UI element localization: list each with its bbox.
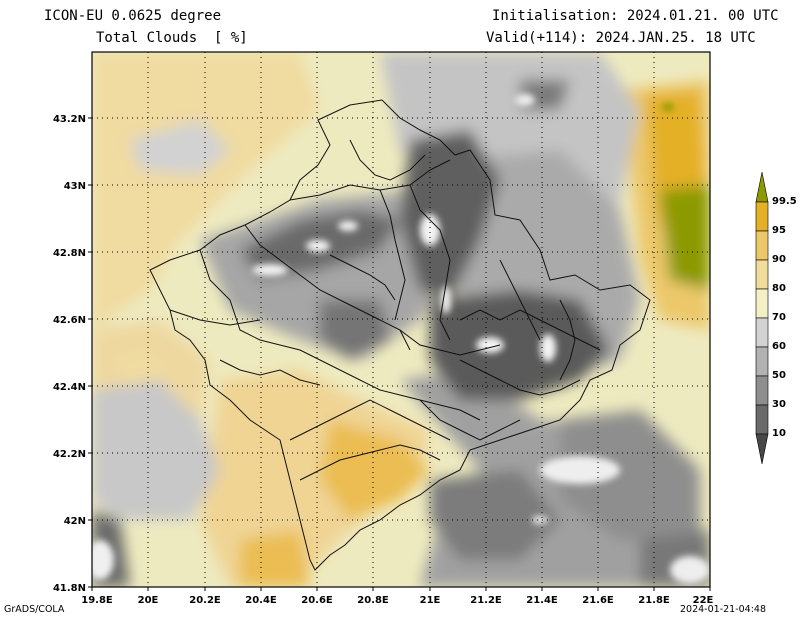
lon-label: 20.4E [245, 595, 277, 606]
cloud-field [92, 52, 710, 587]
colorbar-cell [755, 230, 769, 261]
lon-label: 21E [420, 595, 441, 606]
colorbar-cell [755, 201, 769, 232]
colorbar-label: 99.5 [772, 196, 797, 207]
lat-label: 42.2N [53, 449, 86, 460]
graticule [92, 52, 710, 587]
lon-label: 20.8E [357, 595, 389, 606]
colorbar-cell [755, 375, 769, 406]
colorbar-cell [755, 259, 769, 290]
colorbar-label: 80 [772, 283, 786, 294]
lon-label: 21.4E [526, 595, 558, 606]
lat-label: 42.4N [53, 382, 86, 393]
footer-software: GrADS/COLA [4, 604, 65, 615]
colorbar-cell-bottom [755, 433, 769, 465]
colorbar-cell-top [755, 171, 769, 203]
lat-label: 42.6N [53, 315, 86, 326]
colorbar-cell [755, 288, 769, 319]
lat-label: 42.8N [53, 248, 86, 259]
variable-title: Total Clouds [ %] [96, 30, 248, 46]
lon-label: 20.6E [301, 595, 333, 606]
lat-label: 43N [64, 181, 86, 192]
footer-timestamp: 2024-01-21-04:48 [680, 604, 767, 615]
colorbar-label: 60 [772, 341, 786, 352]
colorbar-cell [755, 346, 769, 377]
colorbar-label: 95 [772, 225, 786, 236]
model-title: ICON-EU 0.0625 degree [44, 8, 222, 24]
colorbar-label: 70 [772, 312, 786, 323]
lon-label: 20.2E [189, 595, 221, 606]
lat-label: 43.2N [53, 114, 86, 125]
lon-label: 21.2E [470, 595, 502, 606]
colorbar-cell [755, 404, 769, 435]
lon-label: 21.8E [638, 595, 670, 606]
colorbar-label: 50 [772, 370, 786, 381]
valid-time: Valid(+114): 2024.JAN.25. 18 UTC [486, 30, 756, 46]
lon-label: 19.8E [81, 595, 113, 606]
tick-marks [88, 117, 711, 591]
lon-label: 20E [138, 595, 159, 606]
colorbar-label: 30 [772, 399, 786, 410]
lon-label: 21.6E [582, 595, 614, 606]
init-time: Initialisation: 2024.01.21. 00 UTC [492, 8, 779, 24]
lat-label: 42N [64, 516, 86, 527]
lat-label: 41.8N [53, 583, 86, 594]
lon-label: 22E [693, 595, 714, 606]
border-lines [149, 99, 651, 571]
colorbar-label: 90 [772, 254, 786, 265]
colorbar-cell [755, 317, 769, 348]
colorbar [755, 171, 769, 465]
colorbar-label: 10 [772, 428, 786, 439]
